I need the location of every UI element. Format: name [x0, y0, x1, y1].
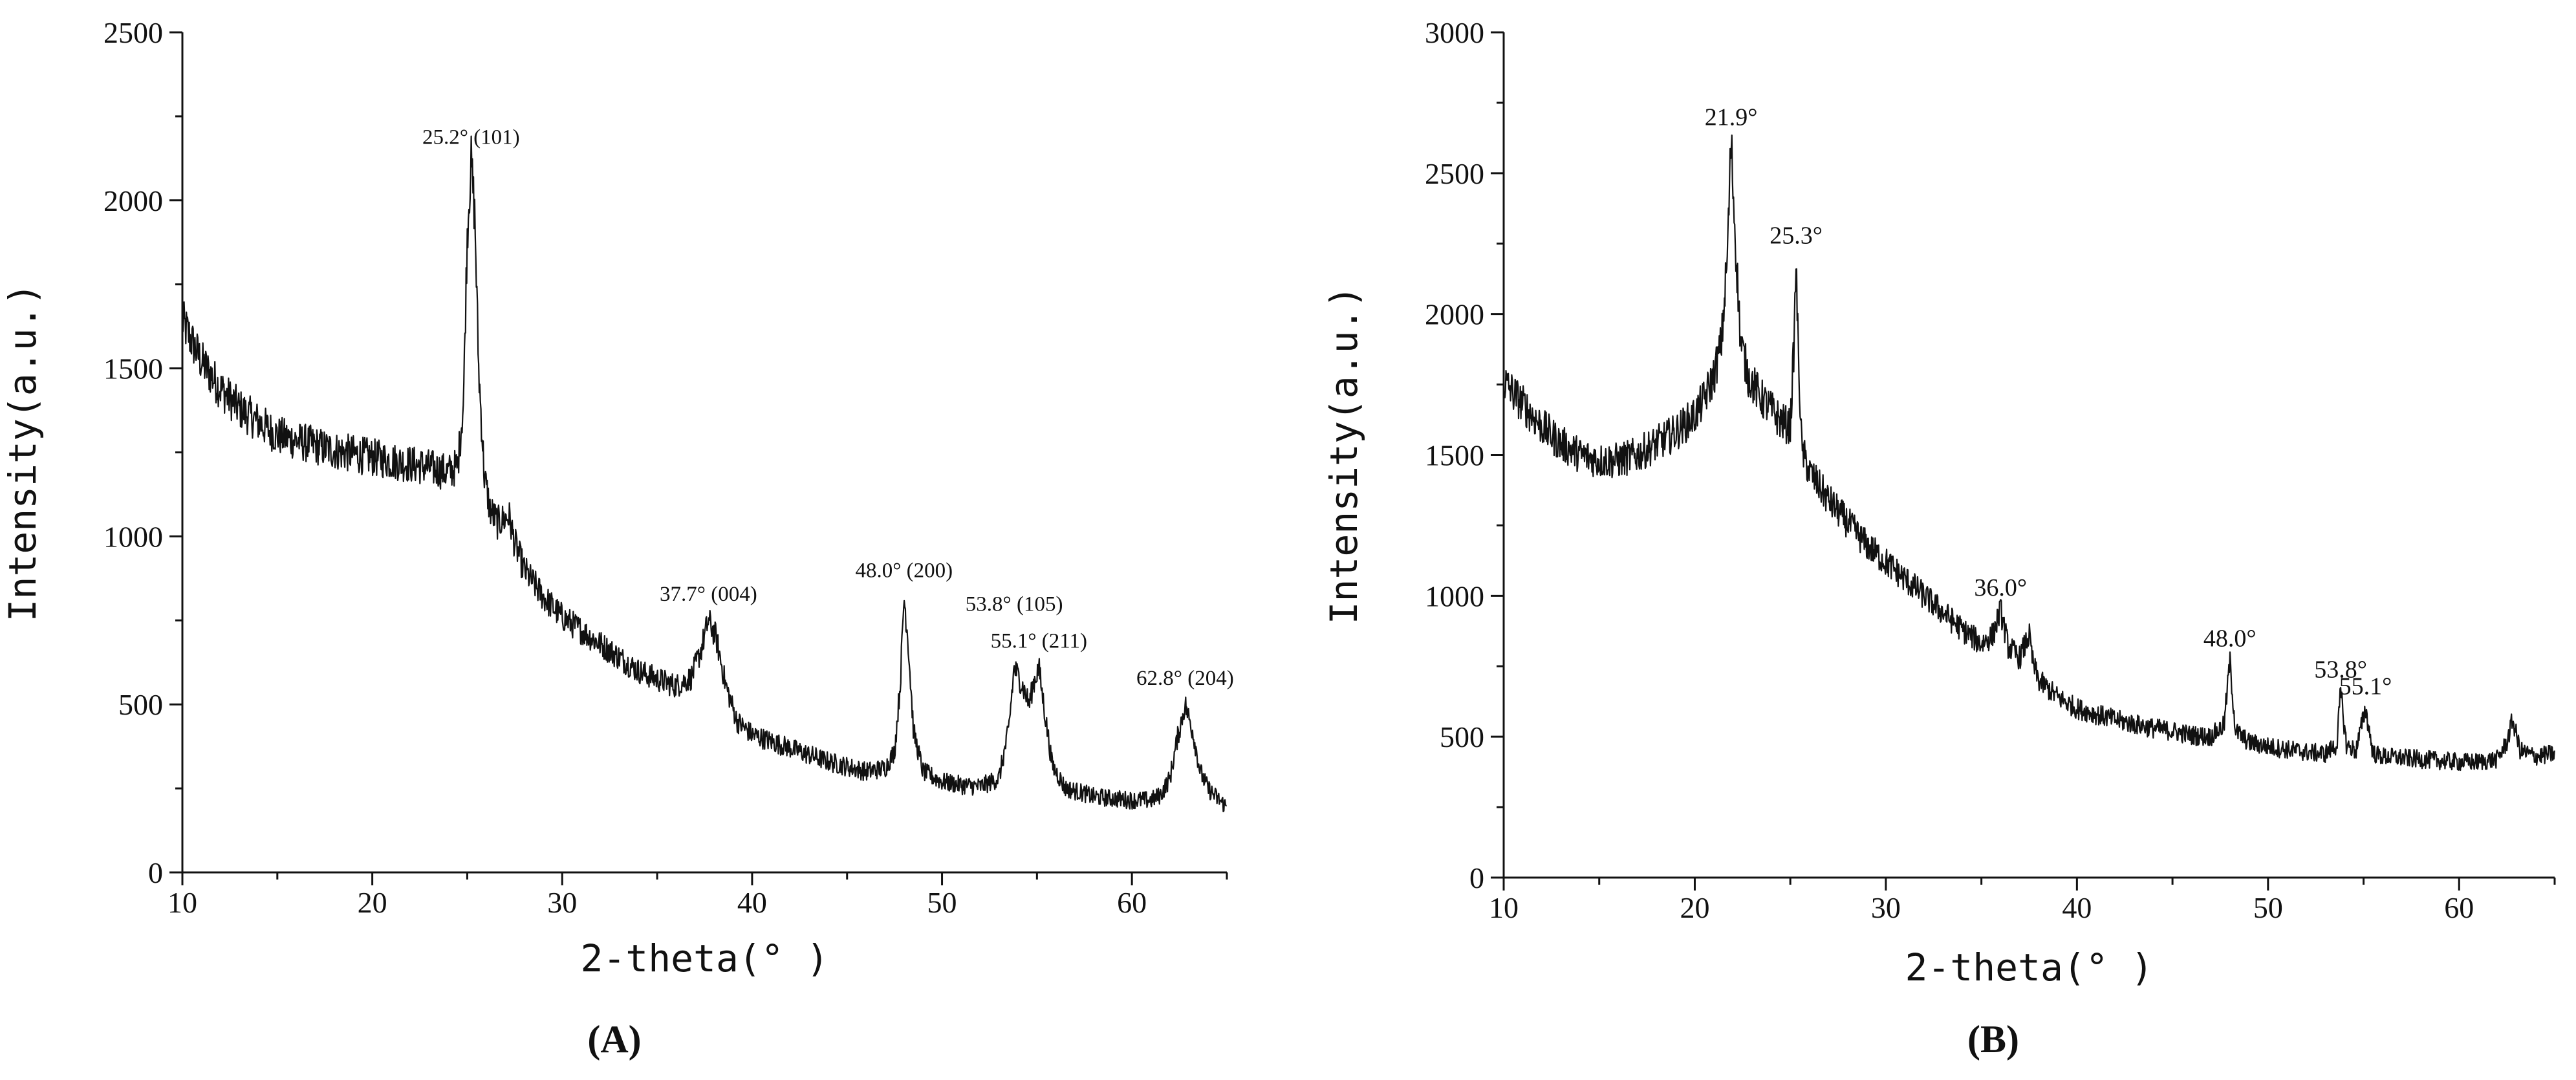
y-tick-label: 500	[118, 688, 163, 721]
peak-annotation: 21.9°	[1705, 104, 1758, 131]
x-tick-label: 30	[547, 886, 577, 919]
peak-annotation: 53.8° (105)	[966, 592, 1063, 616]
peak-annotation: 36.0°	[1974, 574, 2027, 601]
peak-annotation: 25.3°	[1770, 222, 1823, 250]
series-line	[1502, 135, 2555, 772]
x-tick-label: 10	[168, 886, 197, 919]
panel-label: (B)	[1967, 1018, 2019, 1061]
peak-annotation: 55.1°	[2339, 673, 2392, 700]
x-tick-label: 50	[2253, 891, 2283, 924]
y-tick-label: 500	[1440, 720, 1484, 753]
y-tick-label: 2000	[1425, 298, 1484, 331]
x-tick-label: 20	[358, 886, 387, 919]
peak-annotation: 48.0° (200)	[855, 559, 953, 583]
y-tick-label: 1000	[103, 520, 163, 553]
y-axis-title: Intensity(a.u.)	[1322, 286, 1366, 625]
y-tick-label: 2000	[103, 184, 163, 217]
series-line	[181, 135, 1227, 812]
y-tick-label: 1500	[1425, 439, 1484, 472]
x-tick-label: 40	[2062, 891, 2092, 924]
peak-annotation: 25.2° (101)	[422, 125, 520, 149]
panel-label: (A)	[587, 1018, 641, 1061]
peak-annotation: 37.7° (004)	[660, 583, 757, 606]
chart-panel-a: 10 20 30 40 50 60 0 500 1000 1500 2000 2500 2-theta(…	[1, 16, 1234, 1061]
x-tick-label: 60	[2444, 891, 2474, 924]
y-tick-label: 1000	[1425, 579, 1484, 612]
y-tick-label: 0	[1469, 861, 1484, 894]
x-tick-label: 10	[1489, 891, 1519, 924]
x-axis-title: 2-theta(° )	[1905, 945, 2153, 989]
y-tick-label: 0	[148, 856, 163, 889]
peak-annotation: 55.1° (211)	[991, 630, 1087, 653]
x-tick-label: 60	[1117, 886, 1147, 919]
x-tick-label: 40	[737, 886, 767, 919]
y-tick-label: 1500	[103, 352, 163, 385]
peak-annotation: 53.8°	[2314, 656, 2367, 683]
y-tick-label: 2500	[1425, 157, 1484, 190]
y-axis-title: Intensity(a.u.)	[1, 283, 45, 622]
x-tick-label: 20	[1680, 891, 1709, 924]
peak-annotation: 62.8° (204)	[1136, 667, 1234, 690]
chart-panel-b: 10 20 30 40 50 60 0 500 1000 1500 2000 2500 3000 2-th…	[1322, 16, 2556, 1061]
x-tick-label: 50	[927, 886, 957, 919]
y-tick-label: 2500	[103, 16, 163, 49]
y-tick-label: 3000	[1425, 16, 1484, 49]
x-tick-label: 30	[1871, 891, 1901, 924]
peak-annotation: 48.0°	[2203, 625, 2257, 653]
x-axis-title: 2-theta(° )	[580, 936, 828, 980]
